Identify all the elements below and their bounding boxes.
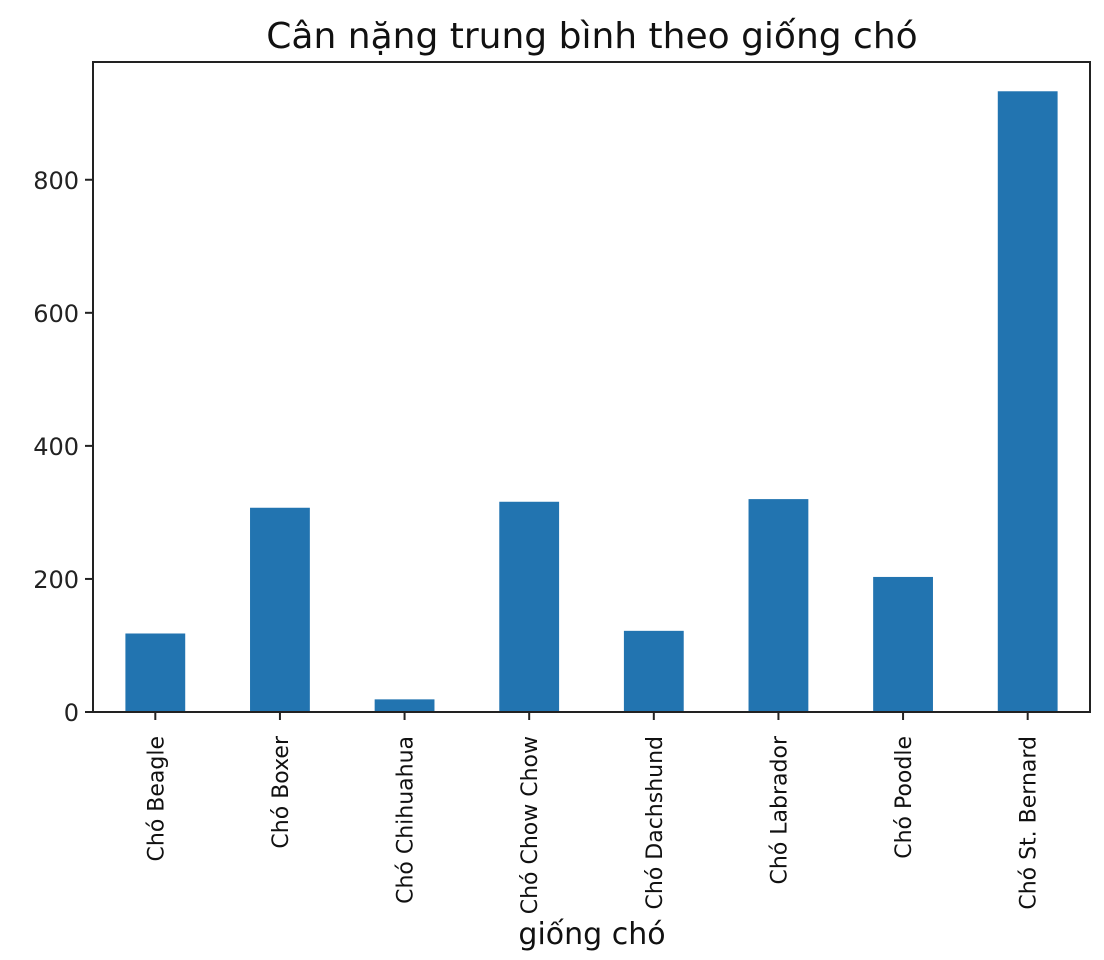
- plot-frame: [92, 61, 1091, 713]
- bar-1: [250, 507, 310, 712]
- bar-2: [374, 699, 435, 712]
- chart-title: Cân nặng trung bình theo giống chó: [266, 16, 917, 57]
- x-tick-label-4: Chó Dachshund: [643, 736, 668, 909]
- y-tick-label-2: 400: [33, 433, 79, 461]
- bar-6: [873, 576, 933, 712]
- bar-7: [997, 91, 1058, 712]
- x-tick-label-6: Chó Poodle: [892, 736, 917, 859]
- x-axis: Chó Beagle Chó Boxer Chó Chihuahua Chó Chow…: [144, 712, 1042, 914]
- x-axis-label: giống chó: [518, 917, 665, 952]
- y-axis: 0 200 400 600 800: [33, 167, 93, 727]
- bars-group: [125, 91, 1058, 712]
- y-tick-label-3: 600: [33, 300, 79, 328]
- x-tick-label-5: Chó Labrador: [767, 735, 792, 884]
- x-tick-label-2: Chó Chihuahua: [394, 736, 419, 904]
- x-tick-label-1: Chó Boxer: [269, 735, 294, 849]
- y-tick-label-1: 200: [33, 566, 79, 594]
- y-tick-label-4: 800: [33, 167, 79, 195]
- y-tick-label-0: 0: [64, 699, 79, 727]
- bar-5: [748, 499, 809, 712]
- bar-4: [623, 630, 684, 712]
- x-tick-label-0: Chó Beagle: [144, 736, 169, 861]
- bar-3: [499, 501, 560, 712]
- x-tick-label-3: Chó Chow Chow: [518, 736, 543, 914]
- x-tick-label-7: Chó St. Bernard: [1017, 736, 1042, 910]
- bar-0: [125, 633, 186, 712]
